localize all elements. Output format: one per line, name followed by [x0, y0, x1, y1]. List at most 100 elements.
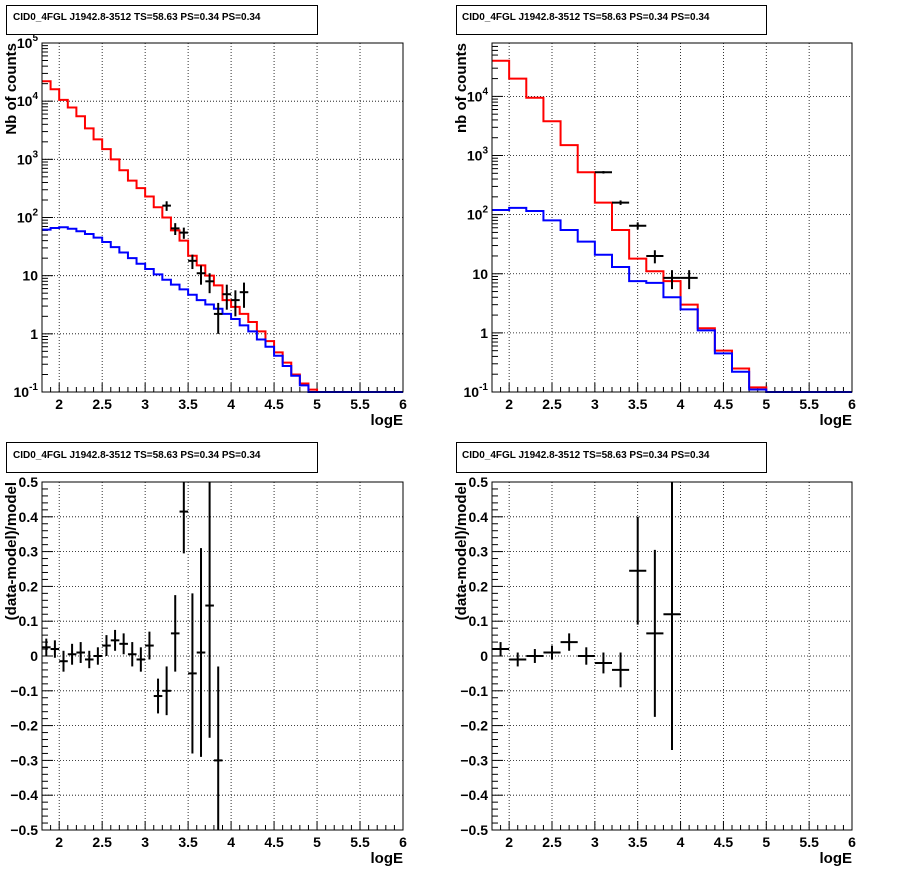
y-axis-title: nb of counts	[453, 43, 470, 133]
data-point	[162, 666, 171, 716]
data-point	[646, 250, 664, 264]
chart-panel-3: CID0_4FGL J1942.8-3512 TS=58.63 PS=0.34 …	[3, 442, 407, 867]
grid	[42, 43, 403, 392]
data-point	[205, 273, 214, 294]
y-tick-base: 10	[17, 210, 33, 226]
data-point	[102, 635, 111, 656]
y-tick-exponent: 4	[32, 91, 38, 102]
minor-ticks	[491, 42, 853, 393]
data-point	[136, 647, 146, 672]
data-points	[42, 482, 223, 830]
y-tick-label: 0.2	[469, 578, 489, 594]
title-box	[6, 442, 318, 473]
data-point	[629, 222, 647, 230]
x-tick-label: 4	[677, 396, 685, 412]
x-tick-label: 4	[677, 834, 685, 850]
x-tick-label: 3.5	[628, 396, 648, 412]
y-tick-label: 0.4	[469, 509, 489, 525]
title-box	[456, 5, 767, 35]
y-tick-exponent: 2	[482, 205, 488, 216]
x-tick-label: 5	[313, 834, 321, 850]
y-tick-label: −0.3	[460, 752, 488, 768]
y-tick-label: −0.5	[460, 822, 488, 838]
data-point	[170, 223, 180, 236]
data-point	[646, 549, 664, 717]
data-point	[93, 647, 103, 665]
plot-frame	[41, 481, 404, 831]
x-axis-title: logE	[820, 850, 853, 867]
data-point	[213, 666, 223, 830]
y-tick-label: 0.3	[469, 544, 489, 560]
data-points	[594, 171, 698, 290]
data-point	[188, 254, 197, 270]
y-tick-label: 103	[17, 149, 39, 167]
y-tick-label: 10	[472, 266, 488, 282]
data-point	[663, 270, 681, 290]
y-tick-label: −0.4	[460, 787, 488, 803]
x-tick-label: 2.5	[92, 396, 112, 412]
plot-frame	[41, 42, 404, 393]
x-tick-label: 2	[505, 834, 513, 850]
y-tick-base: 10	[467, 207, 483, 223]
x-tick-label: 4.5	[264, 834, 284, 850]
y-tick-base: 10	[17, 151, 33, 167]
x-axis-title: logE	[371, 850, 404, 867]
y-tick-label: −0.2	[460, 718, 488, 734]
x-tick-label: 2	[55, 834, 63, 850]
x-tick-label: 5	[313, 396, 321, 412]
chart-title: CID0_4FGL J1942.8-3512 TS=58.63 PS=0.34 …	[13, 12, 261, 23]
data-point	[153, 678, 163, 714]
y-tick-label: 103	[467, 146, 489, 164]
y-tick-label: 102	[17, 208, 39, 226]
y-tick-exponent: 2	[32, 208, 38, 219]
x-tick-label: 5	[762, 834, 770, 850]
data-points	[492, 482, 681, 750]
data-point	[594, 171, 612, 174]
data-point	[119, 633, 128, 655]
chart-title: CID0_4FGL J1942.8-3512 TS=58.63 PS=0.34 …	[13, 450, 261, 461]
y-tick-base: 10	[17, 93, 33, 109]
data-point	[612, 200, 630, 205]
y-axis-title: (data-model)/model	[453, 482, 470, 620]
x-tick-label: 3	[141, 834, 149, 850]
y-tick-label: −0.1	[460, 683, 488, 699]
data-point	[509, 652, 527, 667]
y-tick-label: 1	[30, 326, 38, 342]
data-point	[50, 640, 60, 658]
data-point	[560, 633, 578, 651]
y-tick-label: 0.3	[19, 544, 39, 560]
y-tick-exponent: -1	[479, 382, 488, 393]
y-tick-label: 10	[22, 268, 38, 284]
data-point	[680, 270, 698, 290]
y-tick-label: 104	[17, 91, 39, 109]
y-tick-label: 105	[17, 33, 39, 51]
grid	[42, 482, 403, 830]
x-tick-label: 5.5	[350, 834, 370, 850]
y-tick-base: 10	[467, 88, 483, 104]
y-tick-exponent: 3	[32, 149, 38, 160]
x-tick-label: 5	[762, 396, 770, 412]
y-tick-label: 10-1	[14, 382, 39, 400]
data-point	[222, 284, 232, 310]
model-source-histogram	[492, 206, 852, 393]
y-tick-exponent: -1	[29, 382, 38, 393]
y-tick-label: −0.3	[10, 752, 38, 768]
grid	[492, 43, 852, 392]
data-points	[162, 201, 249, 334]
data-point	[213, 302, 223, 334]
y-tick-base: 10	[464, 384, 480, 400]
y-tick-label: 104	[467, 86, 489, 104]
x-tick-label: 2.5	[542, 396, 562, 412]
data-point	[543, 645, 561, 660]
x-tick-label: 2	[505, 396, 513, 412]
data-point	[188, 593, 197, 754]
data-point	[179, 482, 189, 554]
x-tick-label: 3	[141, 396, 149, 412]
data-point	[170, 595, 180, 672]
data-point	[239, 282, 249, 308]
model-total-histogram	[492, 59, 852, 393]
chart-panel-1: CID0_4FGL J1942.8-3512 TS=58.63 PS=0.34 …	[3, 5, 407, 429]
y-tick-label: 1	[480, 325, 488, 341]
data-point	[231, 290, 240, 317]
